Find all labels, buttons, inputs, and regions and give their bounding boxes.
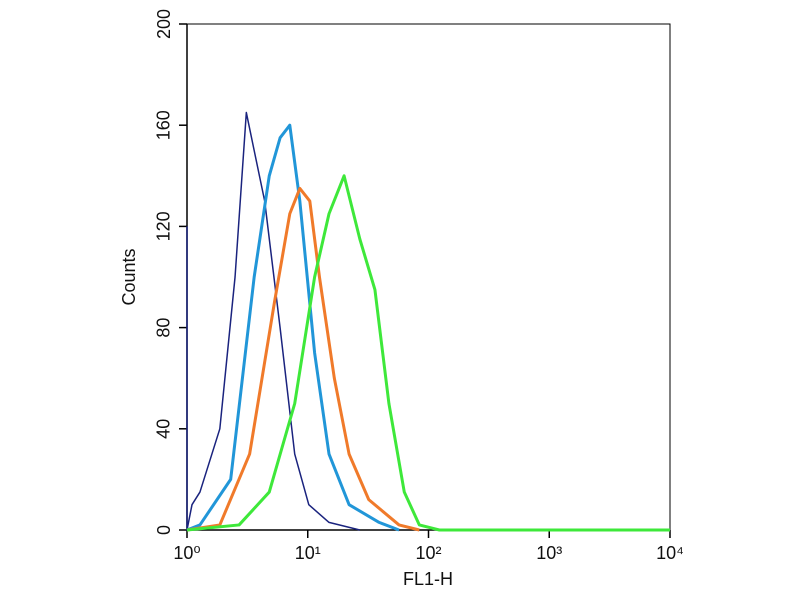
x-axis-label: FL1-H (403, 569, 453, 589)
x-tick-label: 10³ (536, 543, 562, 563)
y-tick-label: 40 (154, 419, 174, 439)
x-tick-label: 10⁴ (656, 543, 684, 563)
x-tick-label: 10² (415, 543, 441, 563)
y-tick-label: 120 (154, 211, 174, 241)
histogram-line (186, 111, 361, 531)
x-tick-label: 10⁰ (173, 543, 200, 563)
y-tick-label: 0 (154, 525, 174, 535)
y-tick-label: 160 (154, 110, 174, 140)
x-tick-label: 10¹ (295, 543, 321, 563)
plot-frame (186, 23, 671, 531)
histogram-line (186, 174, 670, 532)
y-axis-label: Counts (119, 248, 139, 305)
histogram-line (186, 123, 400, 532)
y-tick-label: 80 (154, 318, 174, 338)
y-tick-label: 200 (154, 9, 174, 39)
histogram-line (186, 186, 420, 532)
